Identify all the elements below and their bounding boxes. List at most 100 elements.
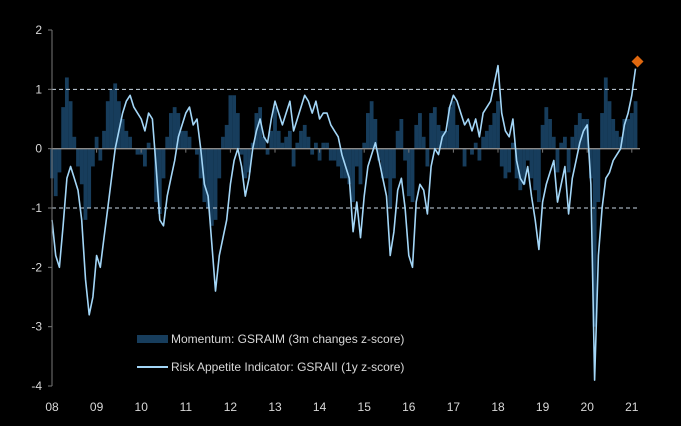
momentum-bar [72, 136, 77, 149]
x-tick-label: 15 [358, 400, 372, 414]
momentum-bar [76, 148, 80, 167]
momentum-bar [529, 148, 534, 179]
momentum-bar [429, 113, 433, 149]
momentum-bar [90, 148, 95, 167]
momentum-bar [94, 136, 99, 149]
x-tick-label: 14 [313, 400, 327, 414]
momentum-bar [351, 148, 355, 203]
momentum-bar [384, 148, 389, 179]
momentum-bar [68, 101, 73, 149]
momentum-bar [507, 148, 512, 173]
momentum-bar [366, 113, 370, 149]
momentum-bar [161, 148, 166, 179]
momentum-bar [421, 136, 426, 149]
momentum-bar [481, 136, 486, 149]
momentum-bar [291, 148, 296, 167]
x-tick-label: 12 [224, 400, 238, 414]
momentum-bar [273, 107, 277, 149]
momentum-bar [57, 148, 62, 173]
momentum-bar [533, 148, 538, 191]
momentum-bar [574, 124, 578, 149]
momentum-bar [425, 148, 430, 167]
momentum-bar [287, 130, 292, 149]
momentum-bar [302, 124, 307, 149]
momentum-bar [247, 148, 251, 173]
momentum-bar [406, 148, 411, 197]
momentum-bar [317, 148, 322, 161]
momentum-bar [187, 136, 192, 149]
x-tick-label: 13 [268, 400, 282, 414]
momentum-bar [418, 113, 422, 149]
momentum-bar [325, 142, 329, 149]
axes: 210-1-2-3-408 09 10 11 12 13 14 15 16 17 18 19 20 21 [31, 23, 638, 414]
momentum-bar [336, 148, 341, 167]
momentum-bar [503, 148, 508, 179]
risk-appetite-indicator-line [51, 64, 637, 381]
legend-label-indicator: Risk Appetite Indicator: GSRAII (1y z-sc… [171, 360, 404, 374]
momentum-bar [570, 136, 575, 149]
momentum-bar [198, 148, 203, 179]
momentum-bar [388, 148, 393, 208]
momentum-bar [176, 113, 181, 149]
momentum-bar [563, 136, 567, 149]
x-tick-label: 17 [447, 400, 461, 414]
momentum-bar [120, 119, 125, 149]
momentum-bar [603, 77, 608, 149]
latest-value-marker [631, 55, 644, 68]
momentum-bar [540, 124, 545, 149]
momentum-bar [143, 148, 147, 167]
momentum-bar [343, 148, 348, 179]
x-tick-label: 18 [491, 400, 505, 414]
momentum-bar [492, 113, 497, 149]
momentum-bar [596, 148, 601, 203]
y-tick-label: -2 [31, 260, 42, 274]
momentum-bar [202, 148, 207, 203]
momentum-bar [373, 119, 378, 149]
momentum-bar [221, 136, 225, 149]
momentum-bar [369, 101, 374, 149]
momentum-bar [235, 113, 240, 149]
momentum-bar [87, 148, 92, 208]
y-tick-label: 0 [35, 142, 42, 156]
momentum-bar [611, 119, 616, 149]
momentum-bar [473, 142, 478, 149]
momentum-bar [622, 119, 627, 149]
momentum-bar [217, 148, 222, 179]
momentum-bar [607, 101, 612, 149]
momentum-bar [299, 130, 303, 149]
momentum-bar [213, 148, 218, 220]
momentum-bar [510, 142, 515, 149]
momentum-bar [180, 130, 184, 149]
x-tick-label: 10 [135, 400, 149, 414]
momentum-bar [276, 130, 281, 149]
momentum-bar [295, 142, 300, 149]
momentum-bar [403, 148, 407, 161]
momentum-bar [157, 148, 162, 214]
momentum-bar [470, 148, 474, 155]
legend: Momentum: GSRAIM (3m changes z-score) Ri… [137, 332, 404, 374]
momentum-bar [462, 148, 467, 167]
x-tick-label: 09 [90, 400, 104, 414]
momentum-bar [146, 142, 151, 149]
momentum-bar [347, 148, 352, 185]
momentum-bar [306, 136, 311, 149]
legend-swatch-momentum [137, 335, 168, 343]
momentum-bar [310, 148, 315, 155]
momentum-bar [577, 113, 582, 149]
momentum-bar [362, 142, 367, 149]
x-tick-label: 11 [180, 400, 193, 414]
momentum-bar [496, 101, 500, 149]
momentum-bar [321, 142, 326, 149]
momentum-bar [551, 136, 556, 149]
momentum-bar [258, 107, 263, 149]
momentum-bar [358, 148, 363, 185]
momentum-bar [79, 148, 84, 185]
y-tick-label: -3 [31, 320, 42, 334]
momentum-bar [477, 148, 482, 161]
momentum-bar [566, 148, 571, 173]
momentum-bar [113, 83, 118, 149]
x-tick-label: 21 [625, 400, 639, 414]
momentum-bar [525, 148, 530, 161]
momentum-bar [436, 124, 441, 149]
